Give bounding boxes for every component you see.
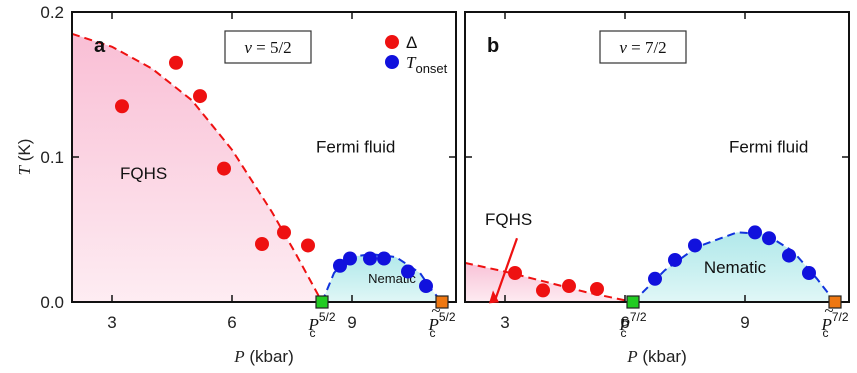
panel-b-fqhs-boundary-line [464, 261, 634, 303]
panel-b-delta-point [536, 283, 550, 298]
panel-a-delta-point [277, 225, 291, 240]
panel-a-panel-letter: a [94, 35, 106, 57]
panel-a-tonset-point [419, 279, 433, 294]
panel-a-fqhs-label: FQHS [120, 164, 167, 183]
panel-a-nematic-region [322, 254, 442, 302]
panel-b-x-axis-title: P (kbar) [626, 347, 687, 366]
panel-a-y-axis-title: T (K) [15, 139, 34, 176]
panel-b-pc-label: P7/2 c [618, 310, 646, 340]
panel-b-nematic-region [633, 232, 835, 302]
panel-a-delta-point [115, 99, 129, 114]
panel-a-pc-tilde-marker [435, 295, 449, 309]
panel-a-tonset-point [377, 251, 391, 266]
panel-b-tonset-point [782, 248, 796, 263]
panel-b-pc-marker [626, 295, 640, 309]
panel-a-fermi-fluid-label: Fermi fluid [316, 138, 395, 157]
panel-b-pc-tilde-accent: ~ [824, 301, 833, 320]
panel-a-y-tick-label: 0.1 [40, 148, 64, 167]
panel-b-tonset-point [762, 231, 776, 246]
panel-b-tonset-point [648, 271, 662, 286]
panel-b-fqhs-label: FQHS [485, 210, 532, 229]
panel-a-delta-point [255, 237, 269, 251]
panel-a-x-tick-label: 6 [227, 313, 236, 332]
panel-b-fqhs-arrow-head [489, 290, 499, 304]
panel-a-y-tick-label: 0.2 [40, 3, 64, 22]
panel-a-x-tick-label: 9 [347, 313, 356, 332]
panel-b-fqhs-arrow-shaft [493, 237, 519, 301]
panel-b-tonset-point [748, 225, 762, 240]
panel-b-filling-factor-label: ν = 7/2 [619, 38, 666, 57]
panel-a-legend-delta-label: Δ [406, 33, 417, 52]
panel-a-fqhs-region [72, 33, 322, 303]
panel-a-delta-point [217, 161, 231, 176]
panel-a-filling-factor-box [224, 30, 312, 64]
panel-a-legend-delta-marker [385, 35, 399, 49]
panel-b-filling-factor-box [599, 30, 687, 64]
panel-b-tonset-point [668, 252, 682, 267]
panel-a-pc-marker [315, 295, 329, 309]
panel-b-x-tick-label: 6 [620, 313, 629, 332]
panel-a-x-tick-label: 3 [107, 313, 116, 332]
panel-b-pc-tilde-label: P7/2 c [820, 310, 848, 340]
panel-b-tonset-point [802, 266, 816, 280]
panel-b-nematic-label: Nematic [704, 258, 767, 277]
panel-a-delta-point [301, 238, 315, 253]
panel-a-legend-tonset-marker [385, 55, 399, 69]
panel-b-pc-tilde-marker [828, 295, 842, 309]
panel-a-legend-tonset-label: Tonset [406, 53, 448, 76]
panel-a-tonset-point [343, 251, 357, 266]
panel-b-delta-point [590, 281, 604, 296]
panel-a-tonset-point [333, 258, 347, 273]
panel-a-filling-factor-label: ν = 5/2 [244, 38, 291, 57]
panel-b-x-tick-label: 3 [500, 313, 509, 332]
panel-b-fermi-fluid-label: Fermi fluid [729, 138, 808, 157]
panel-a-pc-tilde-label: P5/2 c [427, 310, 455, 340]
panel-b-tonset-point [688, 238, 702, 253]
panel-a-pc-tilde-accent: ~ [431, 301, 440, 320]
panel-b-delta-point [562, 279, 576, 294]
panel-a-delta-point [193, 89, 207, 104]
panel-a-y-tick-label: 0.0 [40, 293, 64, 312]
panel-a-pc-label: P5/2 c [307, 310, 335, 340]
panel-a-fqhs-boundary-line [71, 32, 323, 303]
panel-a-tonset-point [363, 251, 377, 266]
panel-b-panel-letter: b [487, 35, 499, 57]
panel-a-delta-point [169, 55, 183, 70]
panel-b-x-tick-label: 9 [740, 313, 749, 332]
panel-a-tonset-point [401, 264, 415, 279]
panel-a-x-axis-title: P (kbar) [233, 347, 294, 366]
panel-b-delta-point [508, 266, 522, 280]
